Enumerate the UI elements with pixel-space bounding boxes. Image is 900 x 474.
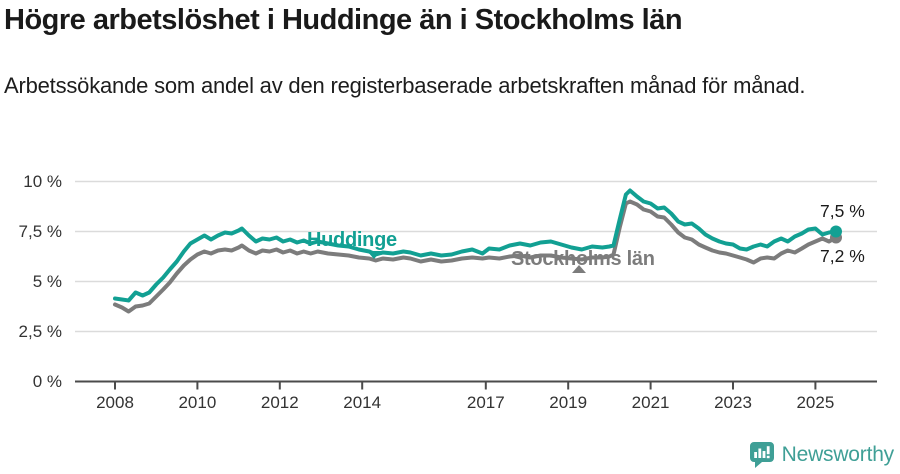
x-axis-label: 2023	[714, 393, 752, 412]
logo-bar-2	[758, 448, 761, 458]
chart-title: Högre arbetslöshet i Huddinge än i Stock…	[4, 4, 683, 36]
x-axis-label: 2017	[466, 393, 505, 412]
series-line-stockholms-l-n	[113, 199, 838, 314]
logo-bar-3	[762, 451, 766, 458]
x-axis-label: 2021	[631, 393, 670, 412]
series-label-huddinge: Huddinge	[307, 229, 397, 251]
y-axis-label: 5 %	[32, 271, 62, 291]
newsworthy-logo-icon	[749, 442, 774, 468]
x-axis-label: 2019	[549, 393, 588, 412]
y-axis-label: 7,5 %	[18, 221, 62, 241]
x-axis-label: 2014	[343, 393, 382, 412]
x-axis-label: 2008	[96, 393, 134, 412]
series-label-stockholms-lan: Stockholms län	[511, 248, 655, 270]
x-axis-label: 2010	[178, 393, 217, 412]
x-axis-label: 2012	[260, 393, 299, 412]
stockholm-pointer-triangle-icon	[572, 265, 586, 273]
huddinge-pointer-triangle-icon	[367, 251, 381, 259]
logo-exclamation-dot	[766, 455, 770, 459]
chart-subtitle: Arbetssökande som andel av den registerb…	[4, 73, 806, 98]
newsworthy-logo: Newsworthy	[749, 441, 894, 469]
series-line-huddinge	[113, 188, 838, 303]
logo-bar-1	[753, 452, 757, 458]
end-value-huddinge: 7,5 %	[820, 201, 865, 221]
series-end-dot	[830, 225, 842, 238]
y-axis-label: 0 %	[32, 371, 62, 391]
end-value-stockholms-lan: 7,2 %	[820, 246, 865, 266]
logo-exclamation-bar	[766, 446, 770, 455]
newsworthy-logo-text: Newsworthy	[781, 443, 895, 466]
y-axis-label: 2,5 %	[18, 321, 62, 341]
y-axis-label: 10 %	[23, 171, 62, 191]
x-axis-label: 2025	[796, 393, 835, 412]
